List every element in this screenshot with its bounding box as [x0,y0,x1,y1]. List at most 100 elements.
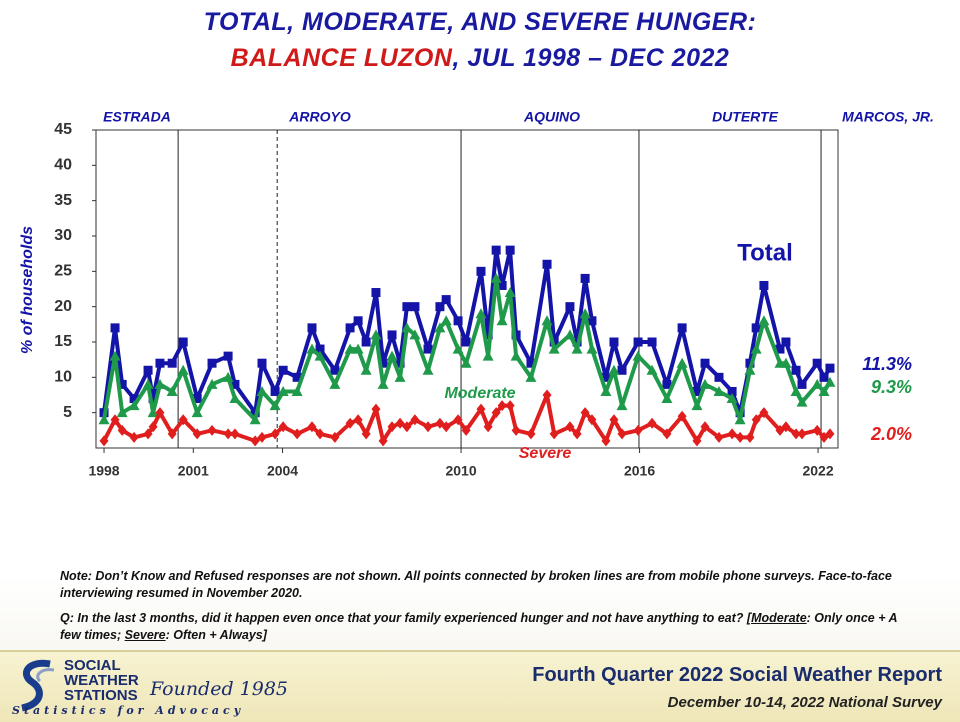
marker [250,435,260,447]
marker [490,272,502,283]
marker [422,364,434,375]
marker [713,385,725,396]
value-label: 9.3% [871,377,912,397]
marker [505,400,515,412]
marker [580,273,590,283]
marker [819,372,829,382]
marker [344,343,356,354]
marker [128,400,140,411]
marker [714,431,724,443]
marker [549,428,559,440]
marker [727,428,737,440]
marker [647,337,657,347]
marker [292,372,302,382]
marker [662,379,672,389]
marker [700,421,710,433]
marker [751,414,761,426]
marker [571,343,583,354]
marker [587,316,597,326]
marker [526,358,536,368]
marker [394,371,406,382]
marker [229,393,241,404]
president-label: MARCOS, JR. [842,109,934,125]
title-line-2: BALANCE LUZON, JUL 1998 – DEC 2022 [0,44,960,73]
marker [361,337,371,347]
marker [750,343,762,354]
marker [745,431,755,443]
survey-date: December 10-14, 2022 National Survey [667,694,942,711]
footer: SOCIAL WEATHER STATIONS Founded 1985 Sta… [0,650,960,722]
marker [759,280,769,290]
marker [476,266,486,276]
marker [483,330,493,340]
value-label: 11.3% [862,354,912,374]
marker [330,365,340,375]
marker [148,394,158,404]
y-tick-label: 20 [54,298,72,315]
marker [677,323,687,333]
marker [811,378,823,389]
marker [491,407,501,419]
marker [423,344,433,354]
marker [192,428,202,440]
x-tick-label: 2010 [445,463,476,479]
marker [525,371,537,382]
marker [435,417,445,429]
marker [109,350,121,361]
marker [257,431,267,443]
marker [277,385,289,396]
tagline: Statistics for Advocacy [12,704,245,717]
marker [759,407,769,419]
marker [257,358,267,368]
marker [435,302,445,312]
marker [587,414,597,426]
value-label: 2.0% [870,424,912,444]
president-label: DUTERTE [712,109,779,125]
marker [825,428,835,440]
marker [116,407,128,418]
marker [178,414,188,426]
marker [601,372,611,382]
y-tick-label: 40 [54,157,72,174]
marker [166,385,178,396]
marker [727,386,737,396]
marker [440,315,452,326]
marker [345,417,355,429]
marker [692,386,702,396]
marker [475,308,487,319]
series-name: Severe [519,445,572,462]
marker [423,421,433,433]
y-tick-label: 45 [54,121,72,138]
marker [410,302,420,312]
marker [110,414,120,426]
marker [617,428,627,440]
moderate-term: Moderate [751,611,807,625]
marker [781,421,791,433]
marker [315,344,325,354]
marker [307,323,317,333]
marker [482,350,494,361]
marker [167,428,177,440]
marker [699,378,711,389]
marker [661,393,673,404]
marker [758,315,770,326]
marker [726,393,738,404]
marker [691,400,703,411]
y-tick-label: 5 [63,404,72,421]
question: Q: In the last 3 months, did it happen e… [60,610,920,644]
marker [453,316,463,326]
marker [791,428,801,440]
y-tick-label: 30 [54,227,72,244]
marker [579,308,591,319]
president-label: AQUINO [523,109,580,125]
marker [511,424,521,436]
marker [812,424,822,436]
marker [548,343,560,354]
marker [744,364,756,375]
marker [147,407,159,418]
marker [352,343,364,354]
marker [586,343,598,354]
marker [117,379,127,389]
marker [734,414,746,425]
